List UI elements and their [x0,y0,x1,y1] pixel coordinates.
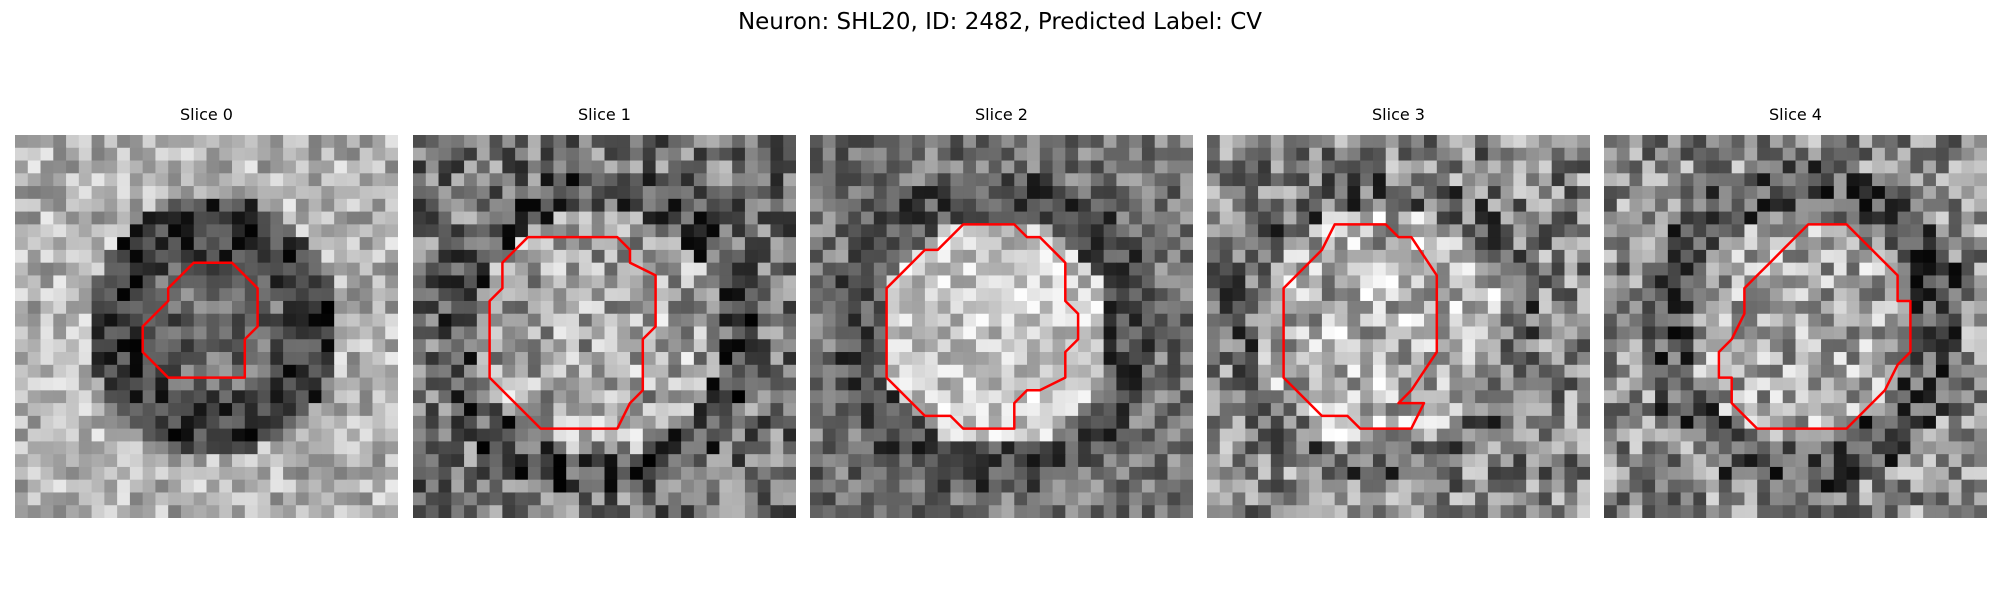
slice-image-1 [413,135,796,518]
slice-image-4 [1604,135,1987,518]
slice-title-2: Slice 2 [975,105,1028,124]
slice-title-4: Slice 4 [1769,105,1822,124]
roi-contour-1 [488,235,657,430]
roi-contour-0 [141,261,259,379]
slice-title-0: Slice 0 [180,105,233,124]
figure-title: Neuron: SHL20, ID: 2482, Predicted Label… [737,9,1263,35]
slice-title-1: Slice 1 [578,105,631,124]
roi-contour-3 [1282,223,1439,430]
slice-image-2 [810,135,1193,518]
roi-contour-4 [1717,223,1912,430]
slice-image-3 [1207,135,1590,518]
roi-contour-2 [885,223,1080,430]
slice-image-0 [15,135,398,518]
slice-title-3: Slice 3 [1372,105,1425,124]
